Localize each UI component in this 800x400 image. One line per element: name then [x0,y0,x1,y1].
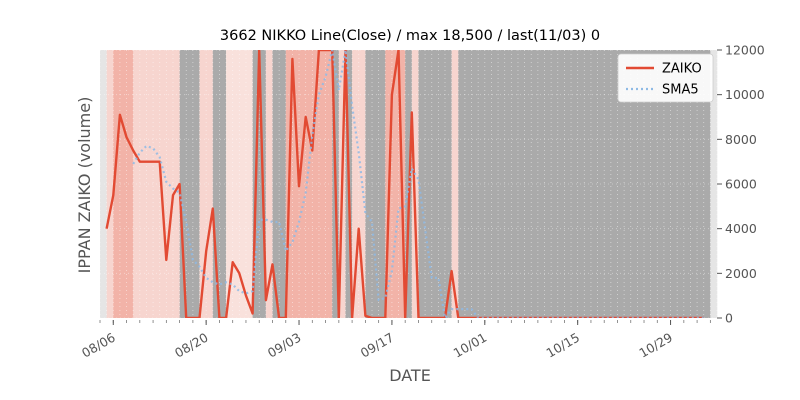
chart-title: 3662 NIKKO Line(Close) / max 18,500 / la… [220,28,600,44]
background-band [199,50,214,318]
x-tick-label: 10/29 [636,330,675,361]
background-band [113,50,134,318]
y-tick-label: 4000 [725,221,757,236]
y-tick-label: 0 [725,311,733,326]
background-band [352,50,366,318]
x-tick-label: 10/01 [451,330,490,361]
y-axis-title: IPPAN ZAIKO (volume) [75,97,94,274]
background-band [133,50,180,318]
background-band [451,50,459,318]
background-band [100,50,107,318]
y-tick-label: 10000 [725,87,765,102]
x-tick-label: 09/17 [358,330,397,361]
x-tick-label: 10/15 [543,330,582,361]
y-tick-label: 6000 [725,177,757,192]
y-axis: 0 2000 4000 6000 8000 10000 12000 [717,43,765,326]
y-tick-label: 2000 [725,266,757,281]
series-line-zaiko [105,50,704,318]
background-band [710,50,718,318]
legend-label-sma5: SMA5 [662,83,699,98]
y-tick-label: 8000 [725,132,757,147]
legend: ZAIKO SMA5 [617,53,714,103]
background-band [418,50,452,318]
x-axis-title: DATE [389,366,431,385]
x-tick-label: 09/03 [265,330,304,361]
legend-label-zaiko: ZAIKO [662,62,702,77]
background-band [265,50,273,318]
background-band [365,50,386,318]
x-axis: 08/06 08/20 09/03 09/17 10/01 10/15 10/29 [79,320,711,361]
series-lines [105,50,704,318]
x-tick-label: 08/06 [79,330,118,361]
y-tick-label: 12000 [725,43,765,58]
background-band [179,50,200,318]
background-band [272,50,287,318]
background-band [106,50,114,318]
x-tick-label: 08/20 [172,330,211,361]
